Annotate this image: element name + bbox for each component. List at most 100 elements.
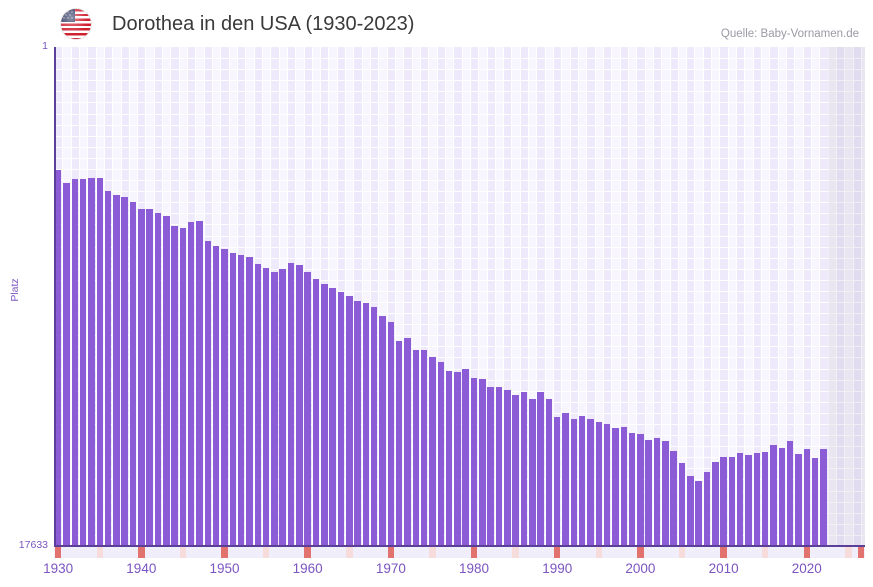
bar-1935[interactable] xyxy=(96,177,103,546)
grid-line-vertical xyxy=(853,47,854,546)
bar-1986[interactable] xyxy=(520,392,528,546)
bar-1947[interactable] xyxy=(196,221,203,546)
bar-1930[interactable] xyxy=(54,170,62,546)
bar-1988[interactable] xyxy=(537,391,544,546)
bar-1934[interactable] xyxy=(88,177,95,546)
bar-1937[interactable] xyxy=(113,195,120,546)
bar-2020[interactable] xyxy=(803,448,810,546)
bar-1959[interactable] xyxy=(296,265,303,546)
bar-1999[interactable] xyxy=(628,432,636,546)
bar-1971[interactable] xyxy=(395,341,403,546)
bar-2017[interactable] xyxy=(778,448,786,546)
bar-1969[interactable] xyxy=(379,315,386,546)
bar-1938[interactable] xyxy=(121,196,128,546)
bar-2016[interactable] xyxy=(770,445,777,546)
bar-1982[interactable] xyxy=(487,386,494,546)
bar-1967[interactable] xyxy=(362,303,370,546)
bar-1954[interactable] xyxy=(254,263,262,546)
bar-1955[interactable] xyxy=(262,268,270,546)
bar-1989[interactable] xyxy=(545,399,553,546)
bar-1960[interactable] xyxy=(304,271,311,546)
bar-1966[interactable] xyxy=(354,301,361,546)
bar-1940[interactable] xyxy=(138,209,145,546)
bar-2022[interactable] xyxy=(820,448,827,546)
bar-2009[interactable] xyxy=(712,462,719,546)
bar-1985[interactable] xyxy=(512,394,519,546)
grid-line-vertical xyxy=(229,47,230,546)
bar-1945[interactable] xyxy=(179,227,187,546)
bar-1953[interactable] xyxy=(246,256,253,546)
bar-1949[interactable] xyxy=(212,245,220,546)
bar-2018[interactable] xyxy=(786,441,794,546)
bar-1993[interactable] xyxy=(578,416,586,546)
grid-line-horizontal xyxy=(54,91,865,92)
bar-1951[interactable] xyxy=(229,252,237,546)
bar-1991[interactable] xyxy=(562,412,569,546)
bar-1965[interactable] xyxy=(346,296,353,546)
bar-1943[interactable] xyxy=(163,215,170,546)
grid-line-vertical xyxy=(320,47,321,546)
bar-1998[interactable] xyxy=(620,427,628,546)
bar-1981[interactable] xyxy=(479,378,486,546)
bar-1946[interactable] xyxy=(188,221,195,546)
bar-1962[interactable] xyxy=(321,283,328,546)
bar-1936[interactable] xyxy=(104,190,112,546)
bar-1944[interactable] xyxy=(171,226,178,546)
bar-2000[interactable] xyxy=(637,434,644,546)
bar-1997[interactable] xyxy=(612,428,619,546)
bar-1994[interactable] xyxy=(587,419,594,546)
bar-2014[interactable] xyxy=(753,452,761,546)
bar-2006[interactable] xyxy=(687,475,694,546)
bar-1970[interactable] xyxy=(387,321,395,546)
bar-2011[interactable] xyxy=(728,457,736,546)
bar-1941[interactable] xyxy=(146,209,153,546)
bar-1956[interactable] xyxy=(271,271,278,546)
grid-line-vertical xyxy=(195,47,196,546)
bar-1952[interactable] xyxy=(237,255,245,546)
bar-1963[interactable] xyxy=(329,288,336,546)
bar-1942[interactable] xyxy=(154,213,162,546)
bar-2013[interactable] xyxy=(745,454,752,546)
bar-2012[interactable] xyxy=(736,453,744,546)
bar-2007[interactable] xyxy=(695,480,702,546)
bar-1976[interactable] xyxy=(437,361,445,546)
bar-1950[interactable] xyxy=(221,249,228,546)
bar-1987[interactable] xyxy=(529,398,536,546)
bar-1932[interactable] xyxy=(71,179,79,546)
bar-2021[interactable] xyxy=(811,458,819,546)
bar-1933[interactable] xyxy=(79,179,87,546)
bar-1948[interactable] xyxy=(204,241,212,546)
bar-2019[interactable] xyxy=(795,453,802,546)
bar-1931[interactable] xyxy=(63,182,70,546)
bar-1980[interactable] xyxy=(470,378,478,546)
bar-1984[interactable] xyxy=(504,390,511,546)
x-tick-minor xyxy=(96,547,103,558)
bar-2002[interactable] xyxy=(653,437,661,546)
bar-2010[interactable] xyxy=(720,457,727,546)
bar-2001[interactable] xyxy=(645,440,652,546)
bar-1973[interactable] xyxy=(412,350,420,546)
bar-1996[interactable] xyxy=(603,423,611,546)
bar-1958[interactable] xyxy=(287,262,295,546)
bar-1983[interactable] xyxy=(495,387,503,546)
bar-1961[interactable] xyxy=(312,279,320,546)
bar-1990[interactable] xyxy=(553,416,561,546)
bar-1975[interactable] xyxy=(429,356,436,546)
bar-1968[interactable] xyxy=(370,307,378,546)
bar-1939[interactable] xyxy=(129,201,137,546)
bar-2004[interactable] xyxy=(670,450,677,546)
bar-1978[interactable] xyxy=(454,371,461,546)
bar-1957[interactable] xyxy=(279,268,286,546)
bar-1972[interactable] xyxy=(404,338,411,546)
bar-1979[interactable] xyxy=(462,368,469,546)
grid-line-vertical xyxy=(545,47,546,546)
bar-2005[interactable] xyxy=(678,462,686,546)
bar-1992[interactable] xyxy=(570,419,578,546)
bar-2008[interactable] xyxy=(703,472,711,546)
bar-1964[interactable] xyxy=(337,292,345,546)
bar-2003[interactable] xyxy=(662,441,669,546)
bar-1974[interactable] xyxy=(420,350,428,546)
bar-1995[interactable] xyxy=(595,422,603,546)
bar-2015[interactable] xyxy=(761,451,769,546)
bar-1977[interactable] xyxy=(445,371,453,546)
